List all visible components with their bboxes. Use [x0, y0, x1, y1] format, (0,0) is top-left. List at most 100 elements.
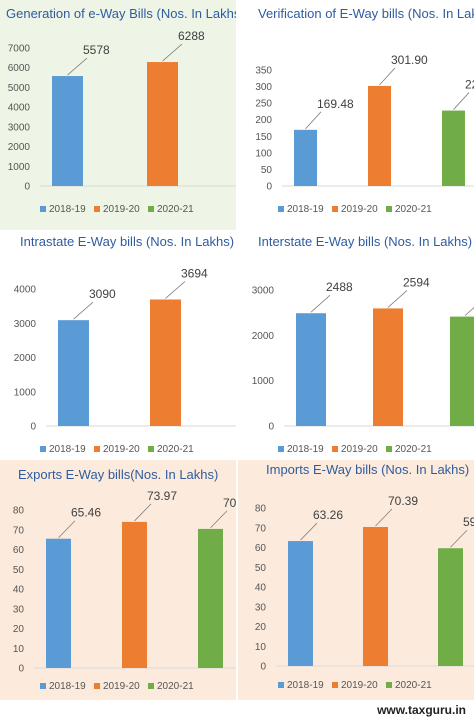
y-tick-label: 70	[13, 525, 25, 536]
callout-line	[67, 57, 88, 76]
y-tick-label: 30	[13, 604, 25, 615]
callout-line	[453, 92, 470, 110]
callout-line	[464, 307, 474, 316]
callout-line	[162, 43, 183, 62]
callout-line	[210, 510, 228, 529]
bar-2019-20	[373, 308, 403, 426]
y-tick-label: 20	[255, 622, 267, 633]
watermark: www.taxguru.in	[377, 703, 466, 717]
legend-swatch	[332, 682, 338, 688]
y-tick-label: 1000	[8, 162, 31, 173]
y-tick-label: 50	[255, 563, 267, 574]
data-label: 227.59	[465, 78, 474, 92]
data-label: 63.26	[313, 508, 343, 522]
bar-2019-20	[150, 299, 181, 426]
bar-2020-21	[198, 528, 223, 668]
bar-2019-20	[147, 62, 178, 186]
chart-title: Interstate E-Way bills (Nos. In Lakhs)	[258, 234, 472, 249]
legend-label: 2020-21	[157, 204, 194, 215]
callout-line	[450, 529, 468, 548]
y-tick-label: 3000	[252, 286, 275, 297]
y-tick-label: 350	[255, 66, 272, 77]
legend-swatch	[278, 206, 284, 212]
legend-swatch	[332, 446, 338, 452]
y-tick-label: 7000	[8, 44, 31, 55]
data-label: 59.63	[463, 515, 474, 529]
legend-swatch	[278, 682, 284, 688]
y-tick-label: 30	[255, 602, 267, 613]
legend-label: 2020-21	[395, 204, 432, 215]
y-tick-label: 40	[13, 585, 25, 596]
legend-swatch	[148, 206, 154, 212]
legend-label: 2020-21	[395, 444, 432, 455]
legend-label: 2019-20	[341, 204, 378, 215]
bar-2018-19	[52, 76, 83, 186]
y-tick-label: 250	[255, 99, 272, 110]
legend-swatch	[94, 683, 100, 689]
legend-swatch	[148, 446, 154, 452]
callout-line	[300, 522, 318, 541]
data-label: 70.43	[223, 496, 236, 510]
y-tick-label: 300	[255, 82, 272, 93]
bar-2018-19	[294, 129, 317, 186]
y-tick-label: 200	[255, 115, 272, 126]
data-label: 6288	[178, 29, 205, 43]
data-label: 2488	[326, 280, 353, 294]
legend-label: 2019-20	[103, 444, 140, 455]
legend-label: 2020-21	[157, 444, 194, 455]
callout-line	[310, 294, 331, 313]
legend-swatch	[148, 683, 154, 689]
legend-label: 2018-19	[287, 444, 324, 455]
legend-swatch	[278, 446, 284, 452]
callout-line	[387, 290, 408, 308]
y-tick-label: 2000	[252, 331, 275, 342]
data-label: 301.90	[391, 53, 428, 67]
bar-chart: Intrastate E-Way bills (Nos. In Lakhs) 0 1…	[14, 234, 236, 455]
legend-label: 2020-21	[157, 681, 194, 692]
legend-swatch	[40, 206, 46, 212]
legend-swatch	[386, 446, 392, 452]
y-tick-label: 4000	[14, 285, 37, 296]
callout-line	[375, 508, 393, 527]
callout-line	[73, 301, 94, 320]
panel-intrastate: Intrastate E-Way bills (Nos. In Lakhs) 0 1…	[0, 232, 236, 462]
legend-swatch	[94, 206, 100, 212]
legend-label: 2019-20	[103, 681, 140, 692]
y-tick-label: 150	[255, 132, 272, 143]
y-tick-label: 4000	[8, 103, 31, 114]
legend-label: 2018-19	[49, 444, 86, 455]
y-tick-label: 0	[18, 664, 24, 675]
y-tick-label: 100	[255, 148, 272, 159]
y-tick-label: 80	[13, 506, 25, 517]
y-tick-label: 3000	[8, 122, 31, 133]
callout-line	[165, 281, 186, 299]
callout-line	[305, 111, 322, 130]
callout-line	[379, 67, 396, 86]
y-tick-label: 10	[13, 644, 25, 655]
y-tick-label: 60	[255, 543, 267, 554]
bar-chart: Imports E-Way bills (Nos. In Lakhs) 0 10 20…	[255, 462, 474, 691]
y-tick-label: 3000	[14, 319, 37, 330]
legend-swatch	[386, 682, 392, 688]
y-tick-label: 40	[255, 583, 267, 594]
y-tick-label: 10	[255, 642, 267, 653]
bar-2020-21	[450, 316, 474, 426]
y-tick-label: 60	[13, 545, 25, 556]
bar-chart: Interstate E-Way bills (Nos. In Lakhs) 0 1…	[252, 234, 474, 455]
callout-line	[58, 520, 76, 538]
panel-verification: Verification of E-Way bills (Nos. In Lak…	[238, 0, 474, 230]
y-tick-label: 0	[268, 422, 274, 433]
y-tick-label: 2000	[14, 353, 37, 364]
chart-title: Exports E-Way bills(Nos. In Lakhs)	[18, 467, 218, 482]
y-tick-label: 0	[266, 182, 272, 193]
y-tick-label: 0	[260, 662, 266, 673]
bar-2019-20	[368, 85, 391, 186]
data-label: 5578	[83, 43, 110, 57]
legend-label: 2019-20	[341, 680, 378, 691]
legend-label: 2018-19	[287, 204, 324, 215]
chart-title: Intrastate E-Way bills (Nos. In Lakhs)	[20, 234, 234, 249]
legend-label: 2018-19	[287, 680, 324, 691]
legend-swatch	[332, 206, 338, 212]
panel-interstate: Interstate E-Way bills (Nos. In Lakhs) 0 1…	[238, 232, 474, 462]
callout-line	[134, 503, 152, 522]
